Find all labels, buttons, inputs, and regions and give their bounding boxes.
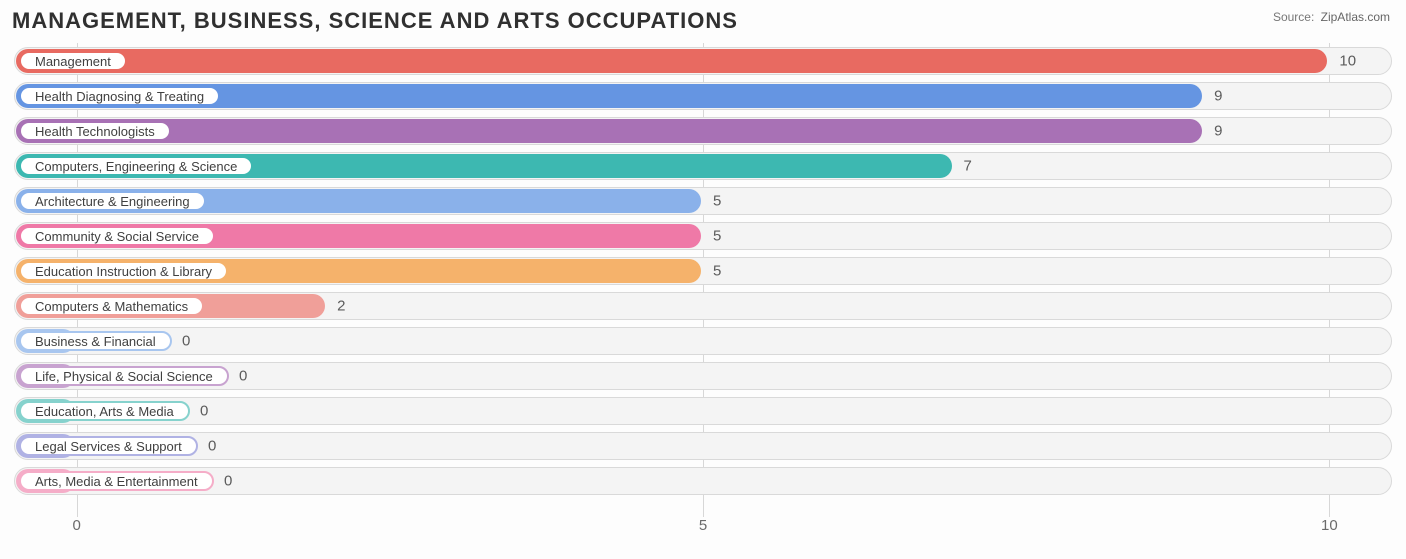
bar-row: Health Technologists 9	[14, 117, 1392, 145]
category-pill: Health Technologists	[19, 121, 171, 141]
source-value: ZipAtlas.com	[1321, 10, 1390, 24]
value-label: 5	[713, 263, 721, 280]
source-attribution: Source: ZipAtlas.com	[1273, 10, 1390, 24]
x-tick-label: 5	[699, 517, 707, 534]
value-label: 10	[1339, 53, 1356, 70]
value-label: 0	[224, 473, 232, 490]
bar-row: Computers & Mathematics 2	[14, 292, 1392, 320]
category-pill: Education, Arts & Media	[19, 401, 190, 421]
bar-track	[14, 397, 1392, 425]
x-axis: 0 5 10	[14, 515, 1392, 537]
value-label: 5	[713, 193, 721, 210]
chart-container: MANAGEMENT, BUSINESS, SCIENCE AND ARTS O…	[0, 0, 1406, 559]
bar-track	[14, 467, 1392, 495]
bar-row: Management 10	[14, 47, 1392, 75]
category-pill: Life, Physical & Social Science	[19, 366, 229, 386]
bar-row: Business & Financial 0	[14, 327, 1392, 355]
chart-area: Management 10 Health Diagnosing & Treating…	[14, 45, 1392, 537]
bar-row: Architecture & Engineering 5	[14, 187, 1392, 215]
category-pill: Management	[19, 51, 127, 71]
value-label: 0	[239, 368, 247, 385]
source-label: Source:	[1273, 10, 1314, 24]
bar-fill	[16, 119, 1202, 143]
bar-track	[14, 327, 1392, 355]
value-label: 5	[713, 228, 721, 245]
category-pill: Business & Financial	[19, 331, 172, 351]
bar-track	[14, 432, 1392, 460]
category-pill: Education Instruction & Library	[19, 261, 228, 281]
bar-row: Arts, Media & Entertainment 0	[14, 467, 1392, 495]
bar-row: Education, Arts & Media 0	[14, 397, 1392, 425]
value-label: 9	[1214, 88, 1222, 105]
bar-fill	[16, 49, 1327, 73]
category-pill: Arts, Media & Entertainment	[19, 471, 214, 491]
category-pill: Computers, Engineering & Science	[19, 156, 253, 176]
bar-row: Health Diagnosing & Treating 9	[14, 82, 1392, 110]
chart-title: MANAGEMENT, BUSINESS, SCIENCE AND ARTS O…	[12, 8, 738, 34]
bar-row: Computers, Engineering & Science 7	[14, 152, 1392, 180]
x-tick-label: 0	[72, 517, 80, 534]
value-label: 9	[1214, 123, 1222, 140]
value-label: 0	[208, 438, 216, 455]
plot-region: Management 10 Health Diagnosing & Treating…	[14, 45, 1392, 515]
category-pill: Health Diagnosing & Treating	[19, 86, 220, 106]
bar-row: Education Instruction & Library 5	[14, 257, 1392, 285]
bar-row: Legal Services & Support 0	[14, 432, 1392, 460]
value-label: 2	[337, 298, 345, 315]
value-label: 0	[200, 403, 208, 420]
category-pill: Architecture & Engineering	[19, 191, 206, 211]
bar-row: Life, Physical & Social Science 0	[14, 362, 1392, 390]
x-tick-label: 10	[1321, 517, 1338, 534]
category-pill: Legal Services & Support	[19, 436, 198, 456]
value-label: 7	[964, 158, 972, 175]
category-pill: Computers & Mathematics	[19, 296, 204, 316]
bar-row: Community & Social Service 5	[14, 222, 1392, 250]
category-pill: Community & Social Service	[19, 226, 215, 246]
value-label: 0	[182, 333, 190, 350]
